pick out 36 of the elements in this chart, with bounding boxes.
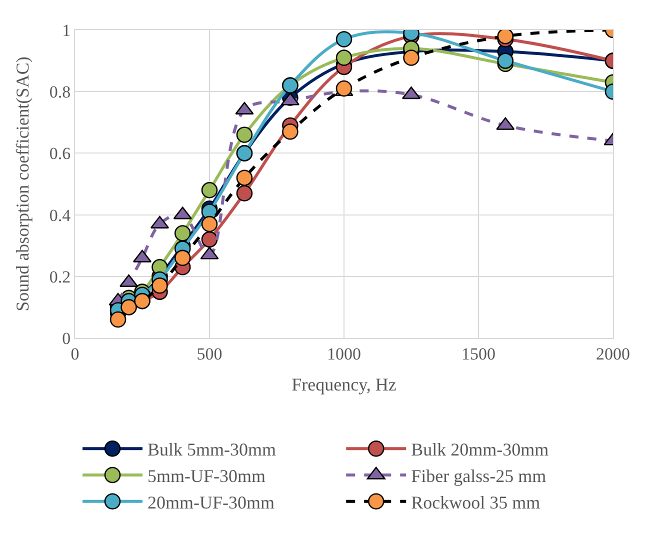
point [497,30,514,44]
x-tick-label: 500 [196,344,222,364]
point [282,123,298,140]
x-tick-label: 1000 [327,344,361,364]
legend-label: Rockwool 35 mm [411,492,540,512]
y-tick-label: 0.6 [49,144,71,164]
point [201,231,218,248]
point [201,182,218,198]
legend-label: Fiber galss-25 mm [411,466,546,486]
x-axis-title: Frequency, Hz [292,374,396,394]
legend-label: Bulk 5mm-30mm [148,440,276,460]
y-tick-label: 0.4 [49,206,72,225]
x-tick-label: 2000 [596,344,630,364]
point [152,277,168,294]
legend-label: 20mm-UF-30mm [148,492,275,512]
point [110,311,126,328]
legend-label: Bulk 20mm-30mm [411,440,549,460]
y-tick-label: 1 [62,20,71,40]
legend-label: 5mm-UF-30mm [148,466,266,486]
point [403,50,420,66]
y-tick-label: 0.8 [49,82,71,102]
point [236,185,253,202]
point [236,170,253,186]
y-tick-label: 0 [62,328,71,348]
point [236,126,253,143]
x-tick-label: 1500 [462,344,496,364]
y-axis-title: Sound absorption coefficient(SAC) [12,56,33,312]
point [174,250,191,266]
point [336,50,352,66]
point [120,299,137,316]
point [336,80,352,97]
y-tick-label: 0.2 [49,267,71,286]
point [174,225,191,242]
point [201,216,218,232]
point [336,31,352,48]
point [497,52,514,69]
